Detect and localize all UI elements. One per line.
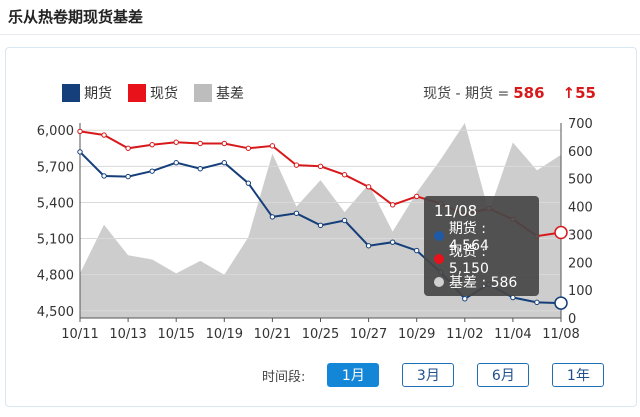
tooltip-row-futures: 期货 : 4,564 xyxy=(434,221,529,254)
x-tick-label: 10/15 xyxy=(157,327,194,342)
spot-point xyxy=(101,132,107,138)
y-right-tick-label: 100 xyxy=(568,284,593,299)
range-button-1m[interactable]: 1月 xyxy=(327,363,380,387)
chart-legend: 期货 现货 基差 xyxy=(62,83,244,103)
x-tick-label: 10/19 xyxy=(206,327,243,342)
tooltip-text-spot: 现货 : 5,150 xyxy=(448,243,489,277)
spot-point xyxy=(197,140,203,147)
spot-point xyxy=(149,141,155,148)
y-left-tick-label: 4,800 xyxy=(37,269,74,284)
futures-point xyxy=(534,299,540,306)
legend-swatch-spot xyxy=(128,84,146,102)
summary-formula: 现货 - 期货 = xyxy=(423,86,510,102)
summary-change: ↑55 xyxy=(562,84,596,102)
legend-item-futures[interactable]: 期货 xyxy=(62,83,112,103)
spot-point xyxy=(365,184,372,190)
basis-summary: 现货 - 期货 = 586 ↑55 xyxy=(423,83,596,103)
futures-point xyxy=(414,247,420,254)
spot-point xyxy=(293,162,300,168)
tooltip-dot-spot xyxy=(434,253,444,264)
futures-point xyxy=(341,217,348,224)
futures-point xyxy=(101,173,107,179)
legend-label-futures: 期货 xyxy=(84,86,112,102)
summary-basis-value: 586 xyxy=(513,84,545,102)
futures-point xyxy=(197,166,203,172)
range-button-3m[interactable]: 3月 xyxy=(402,363,455,387)
y-right-tick-label: 200 xyxy=(568,256,593,271)
tooltip-dot-futures xyxy=(434,230,444,241)
x-tick-label: 11/04 xyxy=(494,327,531,342)
range-button-6m[interactable]: 6月 xyxy=(477,363,530,387)
futures-point xyxy=(293,210,300,216)
spot-point xyxy=(221,140,228,147)
futures-point xyxy=(173,160,179,166)
x-tick-label: 10/27 xyxy=(350,327,387,342)
legend-item-basis[interactable]: 基差 xyxy=(194,83,244,103)
tooltip-date: 11/08 xyxy=(434,202,478,220)
x-tick-label: 10/29 xyxy=(398,327,435,342)
y-right-tick-label: 600 xyxy=(568,145,593,160)
y-left-tick-label: 6,000 xyxy=(37,124,74,139)
spot-point xyxy=(269,143,276,149)
spot-point xyxy=(125,145,131,151)
futures-point xyxy=(269,214,276,220)
spot-point xyxy=(414,193,420,200)
time-range-label: 时间段: xyxy=(262,369,306,385)
x-tick-label: 10/13 xyxy=(109,327,146,342)
tooltip-row-basis: 基差 : 586 xyxy=(434,270,529,293)
spot-point xyxy=(554,225,568,240)
chart-tooltip: 11/08 期货 : 4,564 现货 : 5,150 基差 : 586 xyxy=(424,196,539,296)
y-left-tick-label: 4,500 xyxy=(37,305,74,320)
spot-point xyxy=(317,163,324,170)
futures-point xyxy=(389,239,396,245)
y-left-tick-label: 5,100 xyxy=(37,233,74,248)
legend-label-spot: 现货 xyxy=(150,86,178,102)
x-tick-label: 11/08 xyxy=(542,327,579,342)
title-divider xyxy=(0,34,640,35)
spot-point xyxy=(341,172,348,178)
y-right-tick-label: 700 xyxy=(568,117,593,132)
futures-point xyxy=(77,149,83,155)
y-right-tick-label: 300 xyxy=(568,228,593,243)
tooltip-text-futures: 期货 : 4,564 xyxy=(448,220,489,254)
x-tick-label: 10/11 xyxy=(61,327,98,342)
x-tick-label: 10/21 xyxy=(254,327,291,342)
range-button-1y[interactable]: 1年 xyxy=(552,363,605,387)
legend-swatch-basis xyxy=(194,84,212,102)
spot-point xyxy=(77,128,83,135)
futures-point xyxy=(125,173,131,180)
legend-item-spot[interactable]: 现货 xyxy=(128,83,178,103)
futures-point xyxy=(317,222,324,229)
y-right-tick-label: 400 xyxy=(568,201,593,216)
tooltip-row-spot: 现货 : 5,150 xyxy=(434,244,529,277)
y-left-tick-label: 5,700 xyxy=(37,160,74,175)
futures-point xyxy=(462,296,468,302)
futures-point xyxy=(245,180,252,186)
time-range-selector: 时间段: 1月 3月 6月 1年 xyxy=(262,363,627,387)
futures-point xyxy=(365,243,372,249)
futures-point xyxy=(221,160,228,166)
tooltip-dot-basis xyxy=(434,276,444,287)
page-title: 乐从热卷期现货基差 xyxy=(8,8,144,26)
legend-label-basis: 基差 xyxy=(216,86,244,102)
spot-point xyxy=(389,202,396,208)
spot-point xyxy=(173,139,179,145)
y-right-tick-label: 500 xyxy=(568,173,593,188)
y-right-tick-label: 0 xyxy=(568,312,576,327)
futures-point xyxy=(149,168,155,174)
x-tick-label: 10/25 xyxy=(302,327,339,342)
tooltip-text-basis: 基差 : 586 xyxy=(449,274,518,291)
x-tick-label: 11/02 xyxy=(446,327,483,342)
legend-swatch-futures xyxy=(62,84,80,102)
spot-point xyxy=(245,145,252,151)
y-left-tick-label: 5,400 xyxy=(37,196,74,211)
futures-point xyxy=(554,296,568,310)
